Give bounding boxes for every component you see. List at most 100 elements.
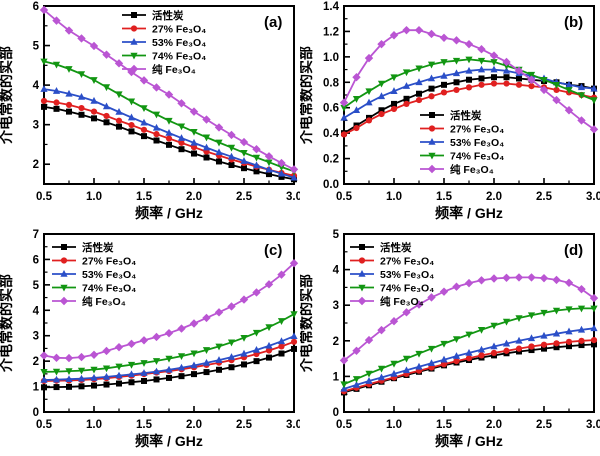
series-marker <box>552 82 561 89</box>
series-marker <box>465 56 473 64</box>
series-marker <box>365 370 373 378</box>
series-marker <box>364 335 374 345</box>
series-marker <box>253 358 260 365</box>
series-marker <box>77 92 86 100</box>
y-tick-label: 0.6 <box>323 103 339 115</box>
series-marker <box>40 369 48 376</box>
series-marker <box>577 325 586 333</box>
series-marker <box>527 75 536 84</box>
series-marker <box>502 339 511 347</box>
legend-item-fe3o4-27: 27% Fe₃O₄ <box>122 23 206 35</box>
series-marker <box>428 93 435 100</box>
series-marker <box>127 361 136 369</box>
series-marker <box>427 61 436 69</box>
series-marker <box>527 334 536 342</box>
legend-sample-marker <box>61 244 67 250</box>
series-marker <box>77 71 86 79</box>
series-marker <box>152 83 161 92</box>
series-marker <box>540 341 548 348</box>
legend-item-fe3o4-74: 74% Fe₃O₄ <box>420 150 504 162</box>
series-marker <box>465 331 473 339</box>
legend-item-fe3o4-53: 53% Fe₃O₄ <box>122 37 206 49</box>
series-marker <box>478 81 485 88</box>
series-marker <box>102 102 111 110</box>
series-marker <box>552 329 561 337</box>
series-marker <box>490 349 498 357</box>
series-marker <box>477 276 486 285</box>
legend-label: 53% Fe₃O₄ <box>380 269 434 281</box>
series-marker <box>390 74 398 82</box>
series-marker <box>577 116 586 125</box>
series-marker <box>227 353 236 360</box>
series-marker <box>440 355 448 363</box>
legend-label: 27% Fe₃O₄ <box>450 123 504 135</box>
series-marker <box>202 143 211 151</box>
series-marker <box>389 317 399 326</box>
y-axis-label: 介电常数的实部 <box>0 46 14 145</box>
series-marker <box>239 137 249 147</box>
series-marker <box>352 106 361 114</box>
series-marker <box>265 324 273 332</box>
x-tick-label: 2.0 <box>186 191 202 203</box>
y-axis-label: 介电常数的实部 <box>300 274 314 373</box>
series-marker <box>103 381 110 388</box>
series-marker <box>278 173 285 180</box>
y-tick-label: 3 <box>33 331 39 343</box>
series-marker <box>227 130 236 140</box>
y-tick-label: 1.0 <box>323 52 339 64</box>
panel-label: (d) <box>564 242 583 259</box>
series-marker <box>52 16 61 25</box>
series-marker <box>565 80 573 88</box>
series-marker <box>278 350 285 357</box>
series-marker <box>365 88 373 96</box>
series-marker <box>439 33 449 42</box>
series-marker <box>127 370 136 378</box>
series-marker <box>215 148 223 156</box>
series-marker <box>127 67 136 77</box>
series-marker <box>377 365 386 373</box>
series-marker <box>252 154 261 162</box>
series-fe3o4-53 <box>340 324 598 392</box>
series-marker <box>78 104 85 112</box>
legend-item-activated-carbon: 活性炭 <box>350 241 412 254</box>
legend-item-fe3o4-pure: 纯 Fe₃O₄ <box>122 63 196 76</box>
series-marker <box>389 31 399 40</box>
series-marker <box>564 106 574 115</box>
x-tick-label: 1.0 <box>386 419 402 431</box>
series-marker <box>378 107 385 114</box>
series-marker <box>140 360 148 367</box>
legend-label: 纯 Fe₃O₄ <box>380 295 424 308</box>
series-marker <box>528 83 535 90</box>
series-marker <box>540 309 548 317</box>
series-marker <box>502 62 511 70</box>
series-marker <box>202 115 211 124</box>
series-marker <box>477 65 486 73</box>
series-marker <box>427 345 436 353</box>
series-marker <box>152 111 161 119</box>
y-tick-label: 6 <box>33 1 39 13</box>
series-marker <box>166 374 172 381</box>
y-tick-label: 4 <box>333 265 340 277</box>
series-marker <box>514 66 524 76</box>
y-tick-label: 3 <box>333 300 339 312</box>
series-marker <box>453 79 460 86</box>
x-tick-label: 0.5 <box>336 191 353 203</box>
series-marker <box>52 368 61 376</box>
series-marker <box>90 96 98 104</box>
series-marker <box>452 336 461 344</box>
series-marker <box>290 338 298 345</box>
series-marker <box>139 76 149 85</box>
series-marker <box>452 36 461 45</box>
series-marker <box>527 71 536 79</box>
series-marker <box>465 348 473 356</box>
series-marker <box>527 273 536 282</box>
series-marker <box>477 45 486 54</box>
legend-item-fe3o4-27: 27% Fe₃O₄ <box>52 255 136 267</box>
series-marker <box>377 39 386 49</box>
series-marker <box>477 345 486 353</box>
series-marker <box>140 118 148 126</box>
series-marker <box>565 306 573 314</box>
subplot-a: 0.5 1.0 1.5 2.0 2.5 3.0 2 3 4 5 6 频率 / GHz 介电常数的实部 活性… <box>0 0 300 228</box>
legend-item-fe3o4-27: 27% Fe₃O₄ <box>420 123 504 135</box>
